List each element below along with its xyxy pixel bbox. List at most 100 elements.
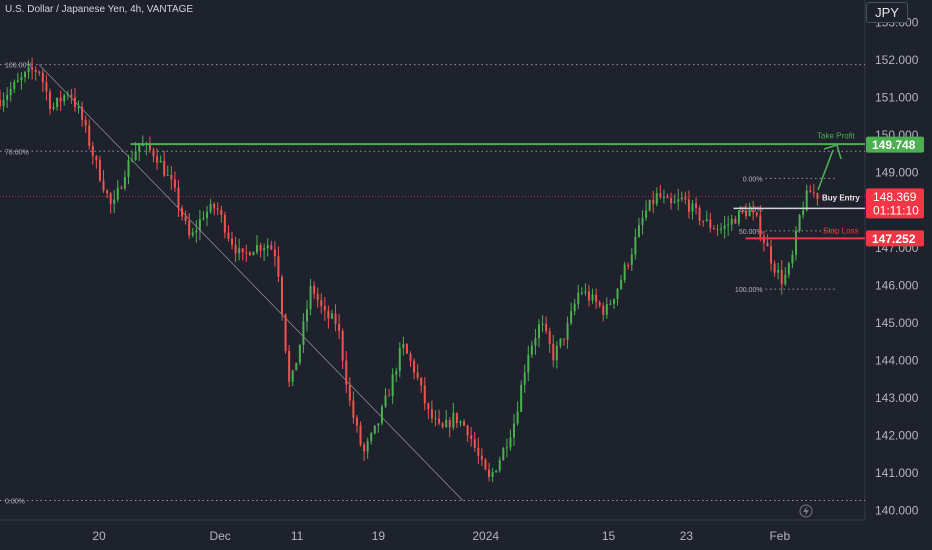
fibonacci-trendline xyxy=(38,64,464,501)
fib-level-label: 0.00% xyxy=(5,498,25,505)
candle-body xyxy=(627,264,630,266)
candle-body xyxy=(270,245,273,250)
candle-body xyxy=(245,252,248,254)
candle-body xyxy=(798,214,801,231)
candle-body xyxy=(370,433,373,442)
take-profit-label: Take Profit xyxy=(817,132,856,141)
candle-body xyxy=(273,249,276,257)
candle-body xyxy=(766,242,769,247)
candle-body xyxy=(73,97,76,107)
candle-body xyxy=(795,230,798,255)
candle-body xyxy=(791,254,794,264)
candle-body xyxy=(670,198,673,204)
candle-body xyxy=(712,228,715,230)
price-tick-label: 141.000 xyxy=(875,466,919,480)
stop-loss-label: Stop Loss xyxy=(823,226,859,235)
candle-body xyxy=(727,224,730,226)
candle-body xyxy=(391,374,394,396)
candle-body xyxy=(241,248,244,253)
candle-body xyxy=(248,252,251,256)
candle-body xyxy=(673,201,676,204)
candle-body xyxy=(780,269,783,285)
candle-body xyxy=(427,403,430,410)
candle-body xyxy=(34,69,37,72)
candle-body xyxy=(709,219,712,229)
candle-body xyxy=(662,196,665,198)
candle-body xyxy=(637,225,640,237)
time-tick-label: 2024 xyxy=(472,529,499,543)
candle-body xyxy=(152,149,155,157)
candle-body xyxy=(491,472,494,477)
candle-body xyxy=(559,338,562,346)
candle-body xyxy=(177,187,180,208)
candle-body xyxy=(288,350,291,382)
candle-body xyxy=(0,99,1,107)
candle-body xyxy=(48,91,51,109)
candle-body xyxy=(666,196,669,199)
candle-body xyxy=(88,125,91,146)
candle-body xyxy=(184,216,187,221)
candle-body xyxy=(266,245,269,249)
candle-body xyxy=(6,95,9,100)
candle-body xyxy=(95,156,98,160)
candle-body xyxy=(338,323,341,331)
candle-body xyxy=(752,210,755,213)
candle-body xyxy=(762,236,765,243)
price-tick-label: 143.000 xyxy=(875,391,919,405)
candle-body xyxy=(345,360,348,385)
candle-body xyxy=(527,354,530,373)
price-axis[interactable]: 140.000 141.000 142.000 143.000 144.000 145.0… xyxy=(866,16,924,518)
candle-body xyxy=(477,447,480,456)
projection-arrow-head xyxy=(823,143,842,160)
candle-body xyxy=(91,145,94,157)
candle-body xyxy=(455,412,458,424)
candle-body xyxy=(9,88,12,96)
candle-body xyxy=(138,145,141,152)
current-price-label: 148.369 xyxy=(873,190,917,204)
candle-body xyxy=(809,190,812,193)
candle-body xyxy=(227,232,230,239)
candle-body xyxy=(509,437,512,448)
candle-body xyxy=(716,229,719,231)
candle-body xyxy=(523,372,526,385)
candle-body xyxy=(77,106,80,108)
candle-body xyxy=(38,71,41,73)
candle-body xyxy=(123,177,126,189)
fibonacci-major-levels: 100.00% 78.60% 0.00% xyxy=(0,63,865,505)
stop-loss-price-label: 147.252 xyxy=(872,232,916,246)
candle-body xyxy=(98,159,101,181)
candle-body xyxy=(698,207,701,221)
candle-body xyxy=(20,77,23,81)
price-tick-label: 152.000 xyxy=(875,53,919,67)
candle-body xyxy=(27,67,30,73)
candle-body xyxy=(402,344,405,348)
candle-body xyxy=(202,217,205,220)
candle-body xyxy=(41,72,44,83)
trendline-layer xyxy=(38,64,464,501)
candle-body xyxy=(534,338,537,346)
fib-minor-label: 23.60% xyxy=(739,206,763,213)
candle-body xyxy=(655,193,658,204)
candle-body xyxy=(252,252,255,256)
fib-level-label: 78.60% xyxy=(5,149,29,156)
candle-body xyxy=(309,285,312,310)
lightning-icon[interactable] xyxy=(799,504,813,518)
candle-body xyxy=(323,305,326,311)
candle-body xyxy=(141,145,144,147)
candle-body xyxy=(259,245,262,251)
candle-body xyxy=(620,279,623,289)
candle-body xyxy=(702,220,705,222)
candle-body xyxy=(166,175,169,177)
candle-body xyxy=(384,395,387,407)
candle-body xyxy=(580,292,583,294)
fib-minor-label: 0.00% xyxy=(743,176,763,183)
candle-body xyxy=(759,215,762,237)
currency-badge[interactable]: JPY xyxy=(866,2,908,23)
candle-body xyxy=(484,459,487,470)
candle-body xyxy=(802,210,805,215)
time-axis[interactable]: 20 Dec 11 19 2024 15 23 Feb xyxy=(92,529,790,543)
candle-body xyxy=(206,211,209,218)
candle-body xyxy=(448,420,451,428)
candle-body xyxy=(388,395,391,397)
